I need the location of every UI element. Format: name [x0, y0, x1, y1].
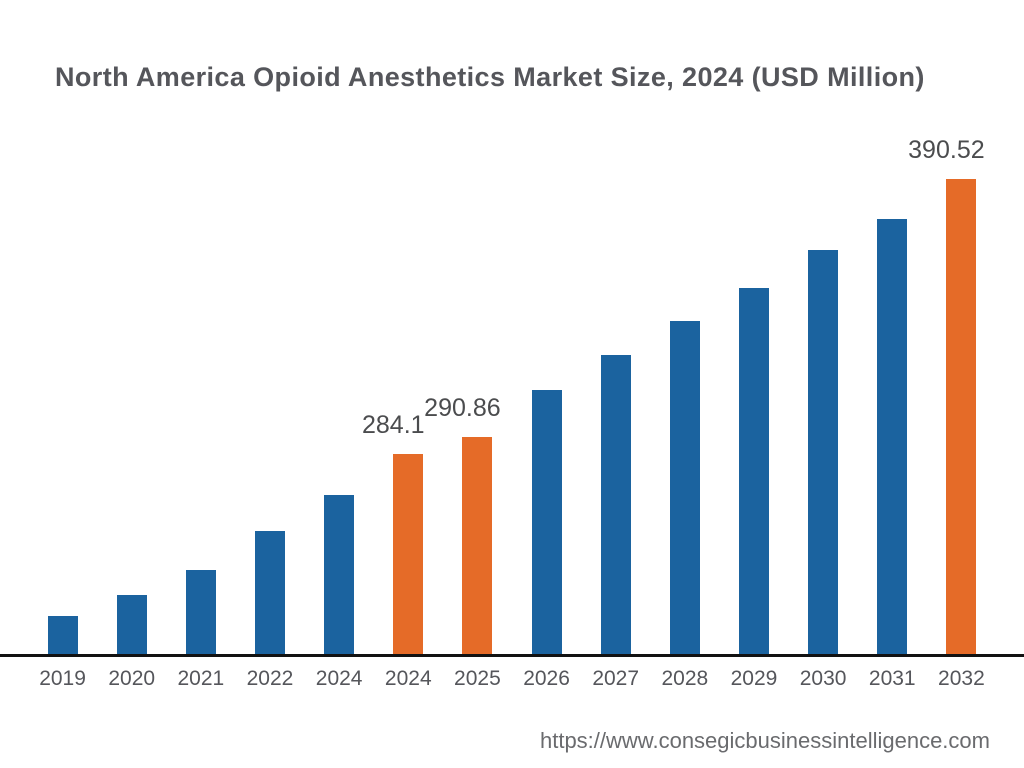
- bar-column: [235, 0, 304, 655]
- bar-2027-8: [600, 355, 631, 655]
- x-tick-label: 2028: [661, 667, 709, 690]
- bar-column: [581, 0, 650, 655]
- x-tick-label: 2032: [938, 667, 985, 690]
- source-url: https://www.consegicbusinessintelligence…: [539, 728, 990, 753]
- bar-value-label: 284.1: [361, 411, 425, 439]
- bar-column: [719, 0, 788, 655]
- bar-2029-10: [738, 288, 769, 655]
- bar-2025-6: [462, 437, 493, 655]
- x-tick-label: 2021: [177, 667, 225, 690]
- bar-chart-plot-area: 284.1 290.86 390.52: [28, 0, 996, 655]
- chart-title: North America Opioid Anesthetics Market …: [55, 62, 925, 92]
- x-tick-label: 2031: [868, 667, 916, 690]
- bar-2024-5: [393, 454, 424, 655]
- x-tick-label: 2030: [799, 667, 847, 690]
- bar-2020-1: [116, 595, 147, 655]
- x-tick-label: 2025: [454, 667, 501, 690]
- bar-2026-7: [531, 390, 562, 655]
- bar-2019-0: [47, 616, 78, 655]
- x-tick-label: 2024: [384, 667, 432, 690]
- bar-value-label: 290.86: [424, 394, 501, 422]
- x-axis-line: [0, 654, 1024, 657]
- bar-column: 284.1: [362, 0, 443, 655]
- bar-column: 390.52: [908, 0, 996, 655]
- bar-column: [305, 0, 374, 655]
- x-tick-label: 2024: [315, 667, 363, 690]
- x-tick-label: 2026: [523, 667, 570, 690]
- x-tick-label: 2020: [108, 667, 156, 690]
- bar-column: [166, 0, 235, 655]
- bar-column: [858, 0, 927, 655]
- bar-column: [97, 0, 166, 655]
- bar-column: 290.86: [424, 0, 512, 655]
- bar-column: [650, 0, 719, 655]
- bar-2031-12: [877, 219, 908, 655]
- bar-2030-11: [808, 250, 839, 655]
- x-axis-labels: 2019 2020 2021 2022 2024 2024 2025 2026 2027 2028…: [28, 667, 996, 691]
- bar-2021-2: [185, 570, 216, 655]
- x-tick-label: 2027: [592, 667, 640, 690]
- bar-2028-9: [669, 321, 700, 655]
- bar-column: [512, 0, 581, 655]
- bar-value-label: 390.52: [908, 136, 985, 164]
- x-tick-label: 2019: [39, 667, 86, 690]
- bar-2024-4: [324, 495, 355, 655]
- bar-column: [28, 0, 97, 655]
- bar-column: [789, 0, 858, 655]
- bar-2032-13: [946, 179, 977, 655]
- x-tick-label: 2022: [246, 667, 294, 690]
- x-tick-label: 2029: [730, 667, 778, 690]
- bar-2022-3: [254, 531, 285, 655]
